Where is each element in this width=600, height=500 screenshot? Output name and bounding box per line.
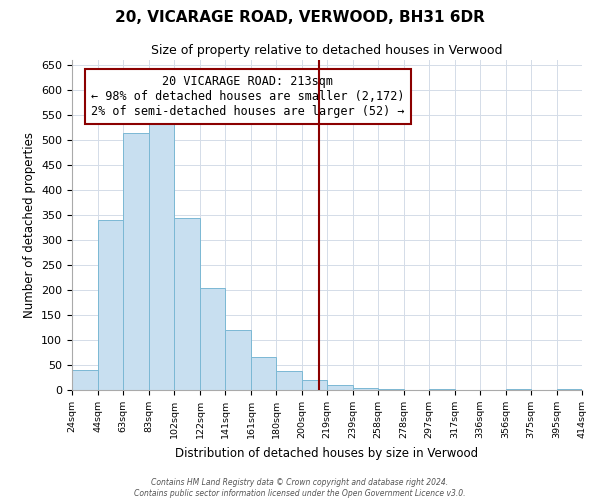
Bar: [429, 389, 455, 390]
Bar: [302, 380, 327, 390]
Bar: [98, 220, 123, 390]
Bar: [557, 389, 582, 390]
Bar: [123, 132, 149, 390]
Bar: [378, 388, 404, 390]
Bar: [276, 371, 302, 390]
Bar: [353, 388, 378, 390]
Bar: [72, 370, 98, 390]
Bar: [506, 389, 531, 390]
Text: 20, VICARAGE ROAD, VERWOOD, BH31 6DR: 20, VICARAGE ROAD, VERWOOD, BH31 6DR: [115, 10, 485, 25]
Bar: [174, 218, 200, 390]
X-axis label: Distribution of detached houses by size in Verwood: Distribution of detached houses by size …: [175, 446, 479, 460]
Y-axis label: Number of detached properties: Number of detached properties: [23, 132, 35, 318]
Bar: [327, 385, 353, 390]
Bar: [225, 330, 251, 390]
Text: 20 VICARAGE ROAD: 213sqm
← 98% of detached houses are smaller (2,172)
2% of semi: 20 VICARAGE ROAD: 213sqm ← 98% of detach…: [91, 75, 404, 118]
Title: Size of property relative to detached houses in Verwood: Size of property relative to detached ho…: [151, 44, 503, 58]
Bar: [251, 356, 276, 390]
Bar: [200, 288, 225, 390]
Text: Contains HM Land Registry data © Crown copyright and database right 2024.
Contai: Contains HM Land Registry data © Crown c…: [134, 478, 466, 498]
Bar: [149, 122, 174, 390]
